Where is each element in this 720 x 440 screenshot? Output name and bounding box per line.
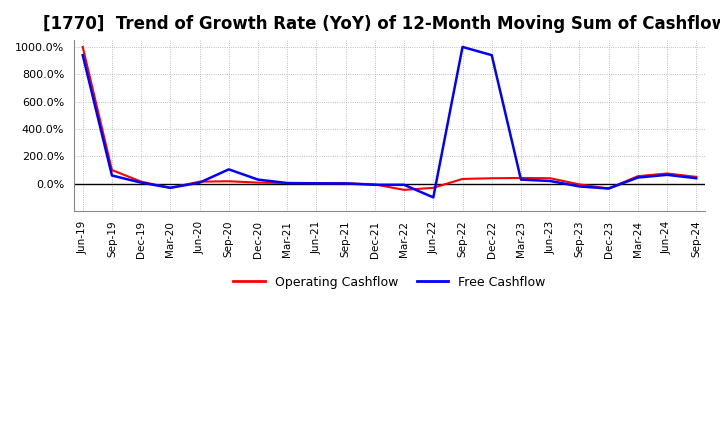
Legend: Operating Cashflow, Free Cashflow: Operating Cashflow, Free Cashflow: [228, 271, 551, 294]
Title: [1770]  Trend of Growth Rate (YoY) of 12-Month Moving Sum of Cashflows: [1770] Trend of Growth Rate (YoY) of 12-…: [42, 15, 720, 33]
